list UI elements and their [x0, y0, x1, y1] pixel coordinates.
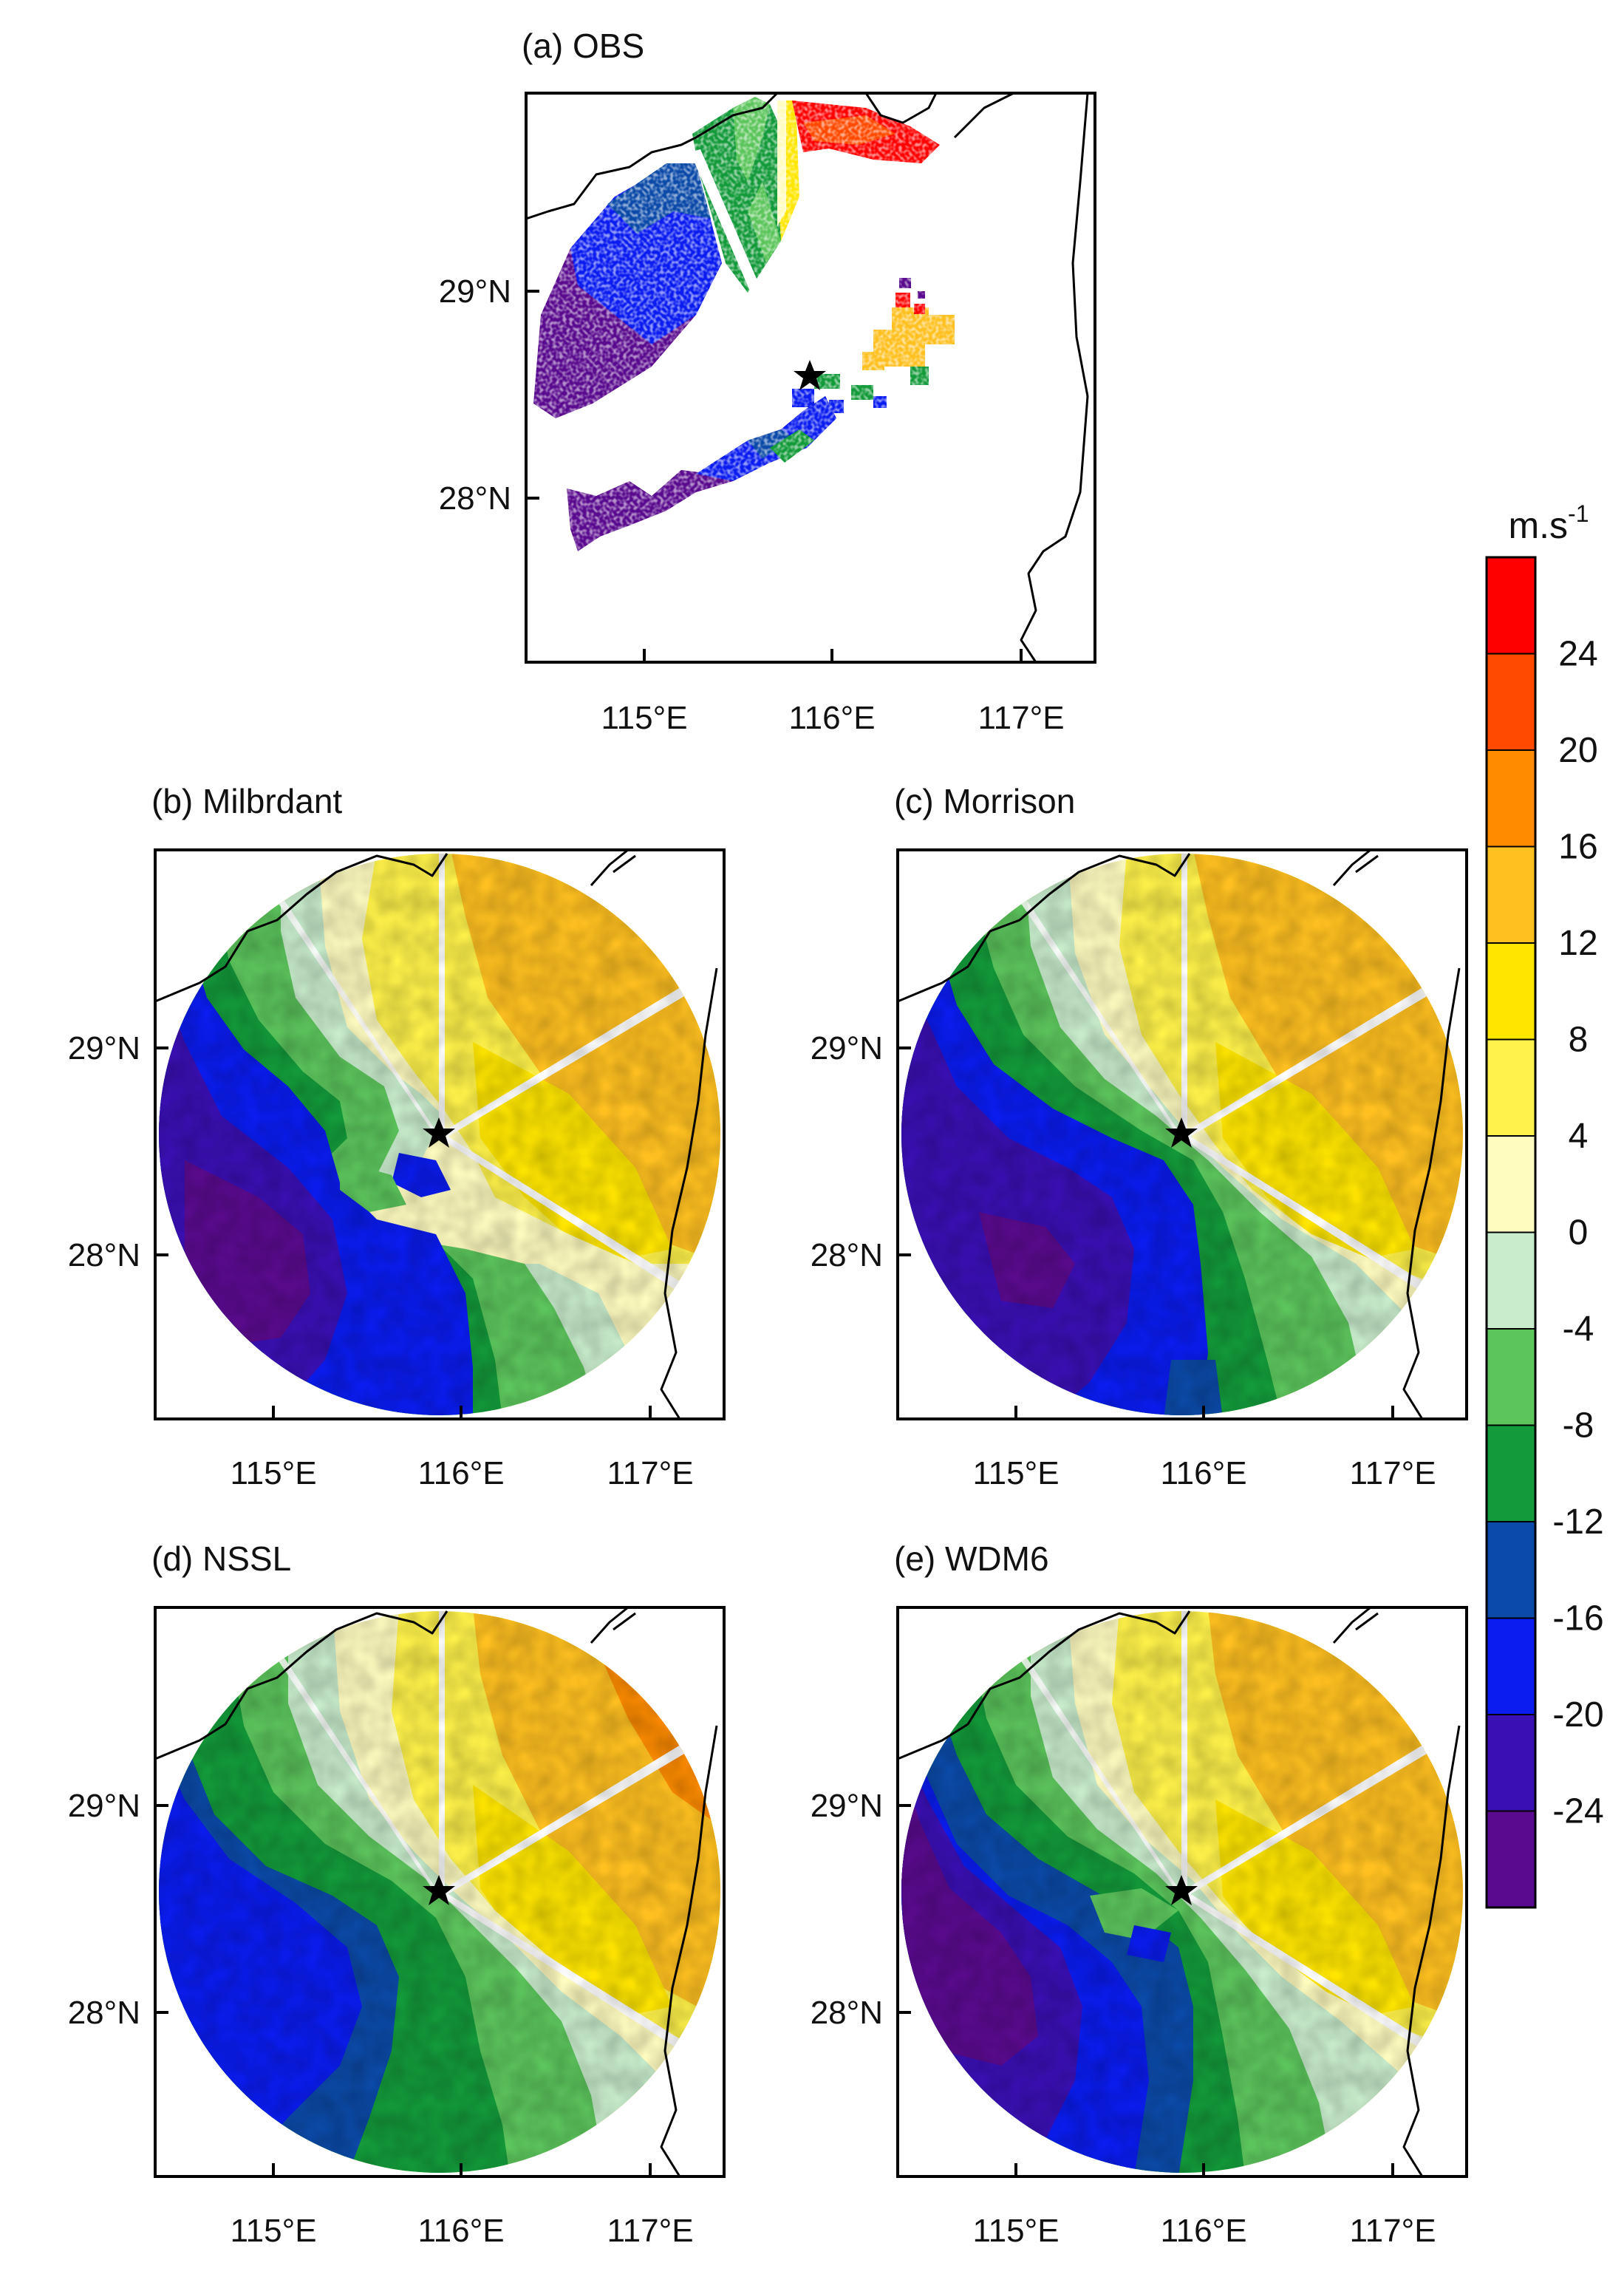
lon-tick: 117°E — [1349, 1455, 1436, 1491]
colorbar-swatch — [1487, 557, 1535, 655]
lon-tick: 116°E — [1160, 2213, 1246, 2249]
colorbar-swatch — [1487, 1136, 1535, 1233]
colorbar-tick-label: 24 — [1558, 635, 1597, 674]
colorbar-tick-label: -24 — [1552, 1792, 1603, 1831]
colorbar-swatch — [1487, 1811, 1535, 1908]
colorbar-tick-label: -16 — [1552, 1599, 1603, 1638]
colorbar-tick-label: 4 — [1569, 1117, 1589, 1156]
colorbar-swatch — [1487, 1425, 1535, 1522]
colorbar-swatch — [1487, 1329, 1535, 1426]
colorbar-tick-label: 0 — [1569, 1214, 1589, 1253]
colorbar-swatch — [1487, 1039, 1535, 1137]
colorbar-tick-label: -12 — [1552, 1502, 1603, 1542]
lon-tick: 116°E — [1160, 1455, 1246, 1491]
colorbar: m.s-1 24 20 16 12 8 4 0 -4 -8 -12 -16 -20 -24 — [1485, 500, 1604, 1909]
lat-tick: 29°N — [811, 1788, 883, 1824]
colorbar-swatch — [1487, 1522, 1535, 1619]
map-frame — [525, 92, 1096, 664]
colorbar-unit: m.s — [1509, 505, 1569, 546]
panel-title: (b) Milbrdant — [151, 782, 342, 820]
panel-d: (d) NSSL — [68, 1539, 726, 2249]
map-frame — [154, 848, 726, 1420]
star-icon — [423, 1875, 455, 1905]
lon-tick: 115°E — [601, 700, 687, 736]
colorbar-swatch — [1487, 1232, 1535, 1330]
panel-e: (e) WDM6 — [811, 1539, 1468, 2249]
lon-tick: 117°E — [1349, 2213, 1436, 2249]
star-icon — [423, 1117, 455, 1148]
lat-tick: 28°N — [811, 1995, 883, 2031]
panel-a: (a) OBS — [439, 27, 1096, 736]
svg-text:m.s-1: m.s-1 — [1509, 500, 1589, 546]
map-frame — [896, 848, 1468, 1420]
colorbar-tick-label: -8 — [1563, 1406, 1594, 1446]
panel-title: (e) WDM6 — [894, 1539, 1049, 1578]
lon-tick: 115°E — [972, 2213, 1059, 2249]
star-icon — [794, 360, 826, 390]
lat-tick: 28°N — [68, 1237, 140, 1273]
colorbar-swatch — [1487, 1618, 1535, 1715]
panel-b: (b) Milbrdant — [68, 782, 726, 1491]
lon-tick: 117°E — [607, 1455, 693, 1491]
panel-title: (c) Morrison — [894, 782, 1075, 820]
lon-tick: 115°E — [230, 1455, 316, 1491]
colorbar-tick-label: -4 — [1563, 1310, 1594, 1349]
colorbar-swatch — [1487, 846, 1535, 944]
colorbar-tick-label: 8 — [1569, 1021, 1589, 1060]
lon-tick: 117°E — [607, 2213, 693, 2249]
lon-tick: 116°E — [788, 700, 875, 736]
colorbar-tick-label: 20 — [1558, 731, 1597, 770]
colorbar-tick-label: -20 — [1552, 1695, 1603, 1735]
lat-tick: 29°N — [811, 1030, 883, 1066]
lat-tick: 29°N — [439, 273, 511, 310]
lat-tick: 28°N — [439, 480, 511, 517]
colorbar-tick-label: 16 — [1558, 828, 1597, 867]
lat-tick: 29°N — [68, 1788, 140, 1824]
colorbar-tick-label: 12 — [1558, 924, 1597, 963]
colorbar-swatch — [1487, 943, 1535, 1041]
panel-c: (c) Morrison — [811, 782, 1468, 1491]
colorbar-swatch — [1487, 653, 1535, 751]
colorbar-swatch — [1487, 750, 1535, 848]
colorbar-swatches — [1487, 557, 1535, 1908]
star-icon — [1165, 1875, 1198, 1905]
map-frame — [896, 1606, 1468, 2178]
lat-tick: 28°N — [68, 1995, 140, 2031]
colorbar-unit-exponent: -1 — [1568, 500, 1589, 527]
panel-title: (d) NSSL — [151, 1539, 291, 1578]
lon-tick: 116°E — [417, 1455, 504, 1491]
lat-tick: 29°N — [68, 1030, 140, 1066]
lon-tick: 117°E — [978, 700, 1064, 736]
lon-tick: 115°E — [972, 1455, 1059, 1491]
panel-title: (a) OBS — [522, 27, 644, 65]
colorbar-swatch — [1487, 1715, 1535, 1812]
lat-tick: 28°N — [811, 1237, 883, 1273]
map-frame — [154, 1606, 726, 2178]
lon-tick: 116°E — [417, 2213, 504, 2249]
lon-tick: 115°E — [230, 2213, 316, 2249]
star-icon — [1165, 1117, 1198, 1148]
